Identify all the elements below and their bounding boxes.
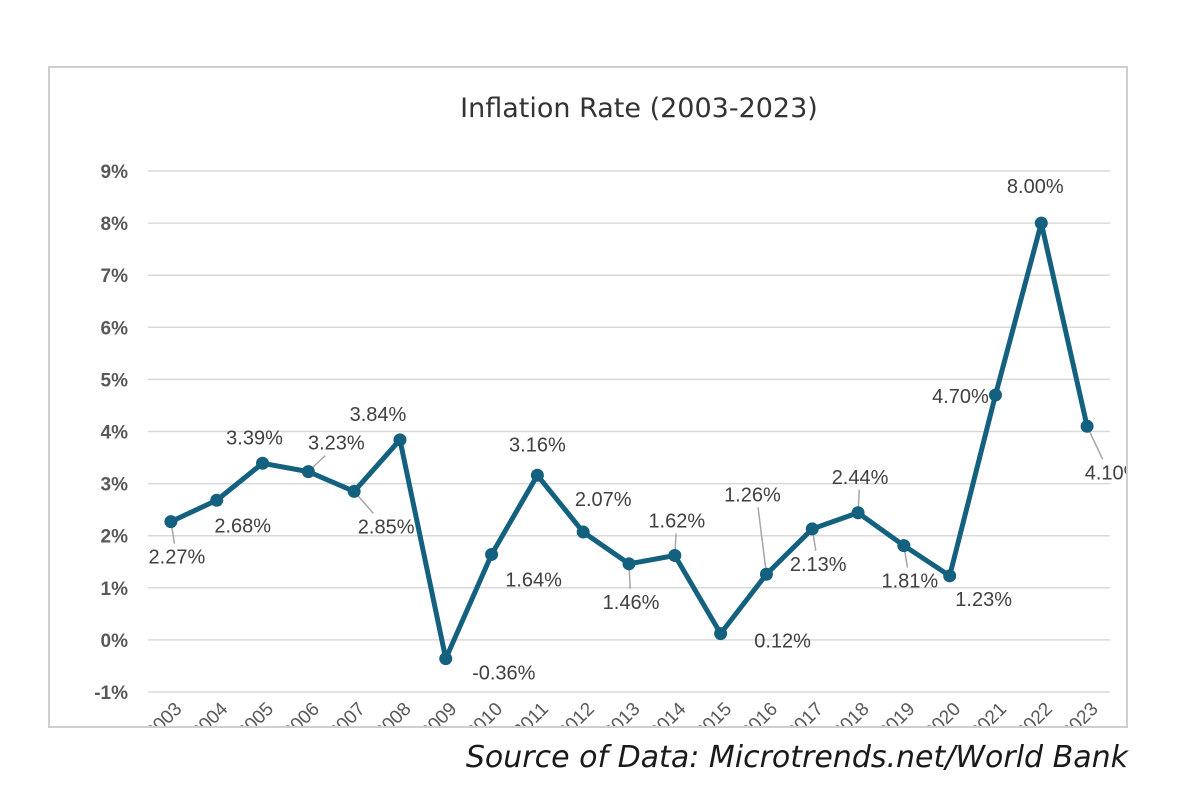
x-tick-label: 2005 [233,699,278,726]
data-point [805,522,819,536]
data-label: 2.13% [790,554,847,576]
data-point [897,539,911,553]
data-label: 3.84% [350,404,407,426]
x-tick-label: 2003 [142,699,187,726]
data-point [485,547,499,561]
data-label: 4.10% [1085,462,1126,484]
data-point [393,433,407,447]
y-tick-label: 1% [101,579,129,600]
x-tick-label: 2011 [509,699,553,726]
data-label: 1.62% [648,510,705,532]
data-label: 1.26% [724,484,781,506]
data-label: 2.85% [358,516,415,538]
data-point [439,652,453,666]
x-tick-label: 2008 [371,699,416,726]
x-tick-label: 2017 [783,699,828,726]
data-point [256,456,270,470]
x-tick-label: 2009 [417,699,462,726]
data-label: 2.27% [149,547,206,569]
x-tick-label: 2010 [462,699,507,726]
chart-title: Inflation Rate (2003-2023) [460,93,818,124]
data-label-leader [757,507,768,575]
y-tick-label: 6% [101,318,129,339]
x-tick-label: 2021 [966,699,1011,726]
data-point [530,468,544,482]
data-point [851,506,865,520]
data-point [668,548,682,562]
x-tick-label: 2022 [1012,699,1057,726]
data-label: 0.12% [754,631,811,653]
data-point [301,465,315,479]
data-point [759,567,773,581]
data-label: 1.64% [505,569,562,591]
y-tick-label: 2% [101,527,129,548]
x-tick-label: 2013 [600,699,645,726]
data-point [714,627,728,641]
data-point [164,515,178,529]
data-label: 2.68% [214,515,271,537]
y-tick-label: 0% [101,631,129,652]
y-tick-label: 5% [101,370,129,391]
y-tick-label: 7% [101,266,129,287]
x-tick-label: 2016 [737,699,782,726]
y-tick-label: 8% [101,214,129,235]
y-tick-label: 9% [101,162,129,183]
x-tick-label: 2019 [875,699,920,726]
source-note: Source of Data: Microtrends.net/World Ba… [465,740,1128,775]
chart-frame: Inflation Rate (2003-2023) -1% 0% 1% 2% 3% 4% 5… [48,66,1128,728]
x-tick-label: 2007 [325,699,370,726]
line-chart: Inflation Rate (2003-2023) -1% 0% 1% 2% 3% 4% 5… [94,93,1126,726]
data-point [576,525,590,539]
x-tick-label: 2020 [920,699,965,726]
data-point [1034,216,1048,230]
data-label: 3.23% [308,433,365,455]
data-point [988,388,1002,402]
x-tick-label: 2014 [646,698,691,726]
data-point [943,569,957,583]
data-point [1080,419,1094,433]
x-tick-label: 2012 [554,699,599,726]
y-tick-label: -1% [94,683,128,704]
data-label: 4.70% [932,386,989,408]
x-tick-label: 2004 [188,698,233,726]
y-tick-label: 3% [101,475,129,496]
x-tick-label: 2023 [1058,699,1103,726]
data-label: -0.36% [472,663,536,685]
data-label: 1.23% [955,589,1012,611]
data-label: 2.44% [832,467,889,489]
x-tick-label: 2006 [279,699,324,726]
data-label: 1.81% [881,571,938,593]
data-point [210,493,224,507]
data-label: 2.07% [575,489,632,511]
y-tick-label: 4% [101,423,129,444]
data-label: 3.39% [226,427,283,449]
data-point [622,557,636,571]
data-label: 1.46% [603,592,660,614]
data-point [347,484,361,498]
data-label: 8.00% [1007,176,1064,198]
data-label: 3.16% [509,434,566,456]
x-tick-label: 2018 [829,699,874,726]
x-tick-label: 2015 [691,699,736,726]
